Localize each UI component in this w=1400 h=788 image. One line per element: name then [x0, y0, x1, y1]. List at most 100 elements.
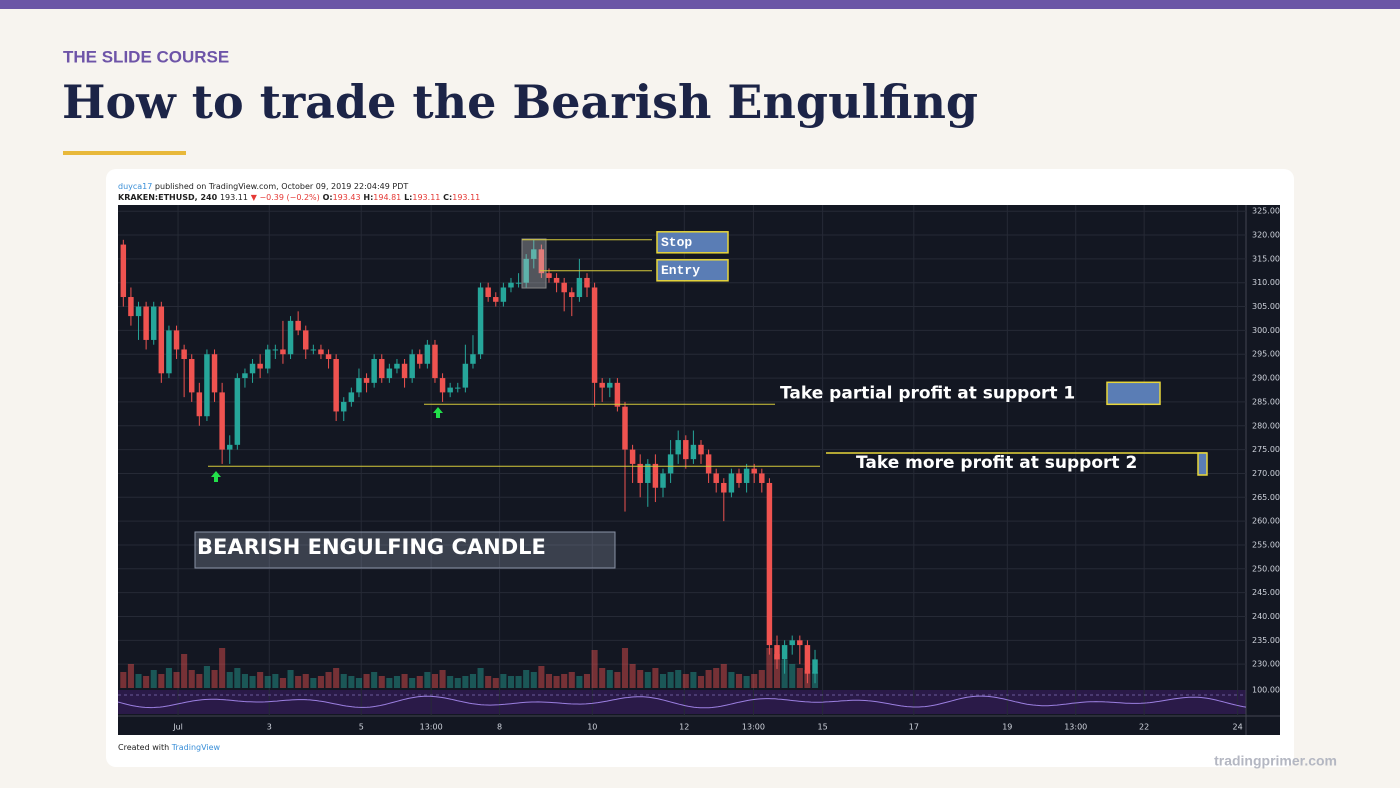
candle-body: [424, 344, 431, 364]
candle-body: [493, 297, 499, 302]
candle-body: [721, 482, 727, 493]
l-value: 193.11: [412, 193, 440, 202]
candle-body: [310, 349, 317, 351]
candle-body: [652, 463, 659, 488]
candle-body: [150, 306, 157, 340]
candle-body: [751, 468, 757, 474]
candle-body: [614, 382, 621, 407]
volume-bar: [196, 674, 203, 688]
candle-body: [667, 454, 674, 474]
volume-bar: [234, 668, 241, 688]
candle-body: [363, 378, 370, 383]
volume-bar: [249, 676, 256, 688]
volume-bar: [317, 676, 324, 688]
candle-body: [166, 330, 172, 374]
candle-body: [265, 349, 271, 369]
volume-bar: [652, 668, 659, 688]
candle-body: [470, 354, 476, 364]
volume-bar: [629, 664, 636, 688]
candle-body: [181, 349, 187, 360]
volume-bar: [257, 672, 264, 688]
volume-bar: [735, 674, 743, 688]
candle-body: [485, 287, 491, 298]
y-tick-label: 280.00: [1252, 421, 1280, 430]
x-tick-label: 5: [359, 723, 364, 732]
engulfing-box: [521, 238, 547, 289]
change: ▼ −0.39 (−0.2%): [251, 193, 320, 202]
candle-body: [341, 401, 347, 412]
candle-body: [249, 363, 256, 374]
candle-body: [477, 287, 484, 355]
y-tick-label: 325.00: [1252, 207, 1280, 216]
volume-bar: [393, 676, 400, 688]
tag-box: [656, 259, 729, 282]
candle-body: [204, 354, 210, 417]
candle-body: [272, 349, 279, 351]
volume-bar: [386, 678, 393, 688]
y-tick-label: 230.00: [1252, 660, 1280, 669]
candle-body: [287, 320, 294, 355]
x-tick-label: 13:00: [420, 723, 443, 732]
candle-body: [736, 473, 742, 483]
volume-bar: [500, 674, 507, 688]
candle-body: [303, 330, 309, 350]
volume-bar: [416, 676, 423, 688]
candle-body: [173, 330, 180, 350]
candle-body: [242, 373, 248, 379]
candle-body: [660, 473, 666, 488]
candle-body: [728, 473, 735, 493]
h-label: H:: [363, 193, 373, 202]
l-label: L:: [404, 193, 412, 202]
candle-body: [515, 282, 522, 284]
volume-bar: [576, 676, 583, 688]
x-tick-label: 13:00: [742, 723, 765, 732]
candle-body: [348, 392, 355, 402]
volume-bar: [713, 668, 720, 688]
y-tick-label: 300.00: [1252, 326, 1280, 335]
volume-bar: [462, 676, 469, 688]
volume-bar: [181, 654, 188, 688]
volume-bar: [409, 678, 416, 688]
callout-text: BEARISH ENGULFING CANDLE: [197, 535, 546, 559]
volume-bar: [302, 674, 309, 688]
signal-arrow: [433, 407, 443, 418]
volume-bar: [591, 650, 598, 688]
volume-bar: [538, 666, 545, 688]
candle-body: [705, 454, 712, 474]
candle-body: [789, 640, 795, 646]
last: 193.11: [220, 193, 248, 202]
candle-body: [417, 354, 423, 364]
x-tick-label: 12: [679, 723, 689, 732]
candle-body: [447, 387, 453, 393]
x-tick-label: 17: [909, 723, 919, 732]
volume-bar: [720, 664, 727, 688]
candle-body: [379, 359, 385, 379]
volume-bar: [705, 670, 712, 688]
candle-body: [394, 363, 400, 369]
volume-bar: [447, 676, 454, 688]
candle-body: [135, 306, 142, 317]
y-tick-label: 305.00: [1252, 302, 1280, 311]
volume-bar: [796, 668, 803, 688]
x-tick-label: 10: [587, 723, 597, 732]
x-tick-label: 3: [267, 723, 272, 732]
volume-bar: [371, 672, 378, 688]
volume-bar: [287, 670, 294, 688]
y-tick-label: 285.00: [1252, 397, 1280, 406]
annotation-text: Take more profit at support 2: [856, 453, 1137, 473]
tag-label: Stop: [661, 235, 692, 250]
y-tick-label: 315.00: [1252, 254, 1280, 263]
signal-arrow: [211, 471, 221, 482]
volume-bar: [515, 676, 522, 688]
volume-bar: [477, 668, 484, 688]
x-tick-label: 24: [1233, 723, 1243, 732]
volume-bar: [766, 648, 773, 688]
volume-bar: [203, 666, 210, 688]
c-label: C:: [443, 193, 452, 202]
candle-body: [812, 659, 818, 674]
volume-bar: [431, 674, 439, 688]
y-tick-label: 290.00: [1252, 374, 1280, 383]
h-value: 194.81: [373, 193, 401, 202]
